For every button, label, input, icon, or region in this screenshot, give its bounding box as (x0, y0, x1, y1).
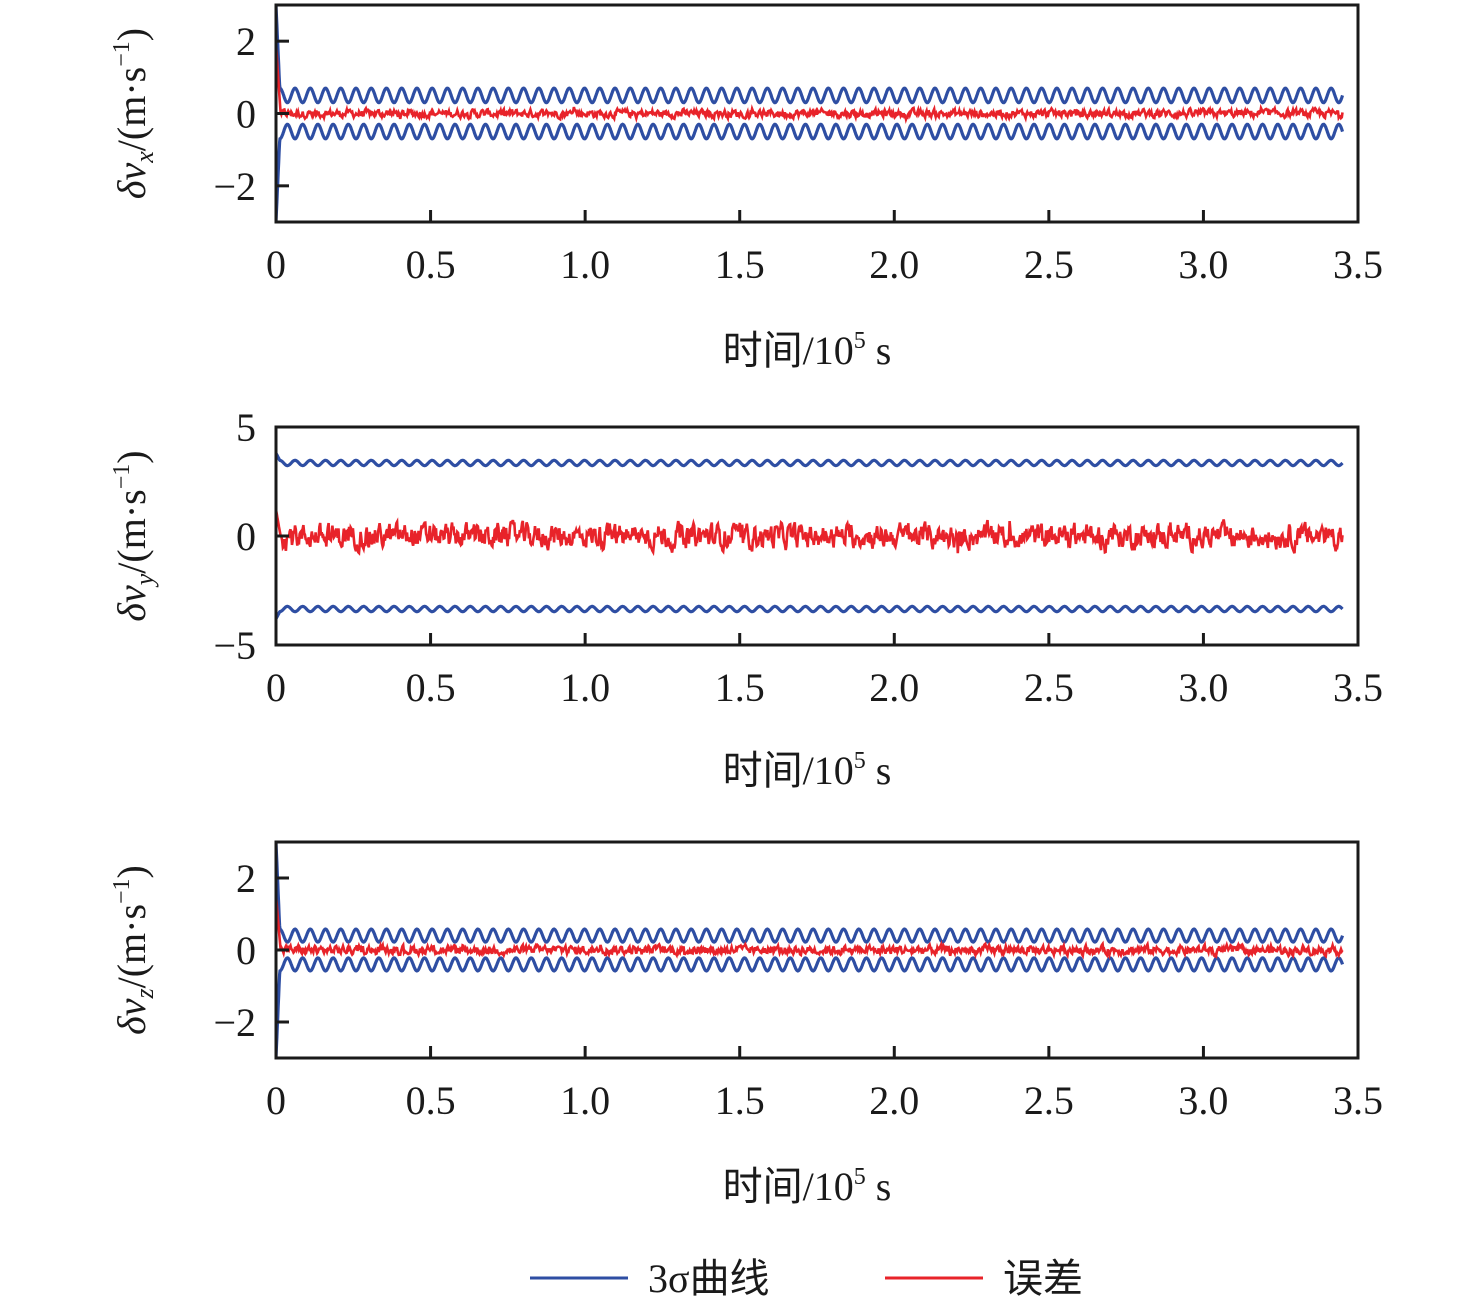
x-tick-label: 0 (266, 1078, 286, 1123)
x-tick-label: 3.5 (1333, 242, 1383, 287)
sigma-upper-line (276, 842, 1345, 944)
x-axis-label: 时间/105 s (723, 1164, 892, 1209)
x-tick-label: 2.5 (1024, 1078, 1074, 1123)
x-axis-label: 时间/105 s (723, 328, 892, 373)
y-tick-label: 0 (236, 514, 256, 559)
x-tick-label: 0.5 (406, 665, 456, 710)
series-group (276, 452, 1344, 620)
x-axis-label: 时间/105 s (723, 748, 892, 793)
x-tick-label: 1.5 (715, 1078, 765, 1123)
y-tick-label: −2 (213, 1000, 256, 1045)
sigma-upper-line (276, 5, 1345, 105)
x-tick-label: 0 (266, 242, 286, 287)
error-line (276, 44, 1344, 125)
y-tick-label: 0 (236, 92, 256, 137)
sigma-lower-line (276, 122, 1345, 222)
x-tick-label: 3.0 (1178, 665, 1228, 710)
y-tick-label: −5 (213, 623, 256, 668)
x-tick-label: 3.0 (1178, 1078, 1228, 1123)
y-axis-label: δvx/(m·s−1) (109, 28, 159, 199)
x-tick-label: 1.0 (560, 242, 610, 287)
y-tick-label: 0 (236, 928, 256, 973)
x-tick-label: 2.0 (869, 1078, 919, 1123)
sigma-lower-line (276, 956, 1345, 1058)
error-line (276, 509, 1344, 557)
sigma-upper-line (276, 452, 1344, 468)
y-tick-label: −2 (213, 164, 256, 209)
x-tick-label: 3.0 (1178, 242, 1228, 287)
x-tick-label: 2.5 (1024, 242, 1074, 287)
x-tick-label: 0.5 (406, 1078, 456, 1123)
x-tick-label: 1.0 (560, 665, 610, 710)
y-axis-label: δvy/(m·s−1) (109, 450, 159, 621)
x-tick-label: 1.5 (715, 665, 765, 710)
x-tick-label: 0 (266, 665, 286, 710)
legend: 3σ曲线 误差 (530, 1256, 1083, 1301)
y-tick-label: 2 (236, 19, 256, 64)
y-tick-label: 5 (236, 405, 256, 450)
x-tick-label: 2.0 (869, 242, 919, 287)
legend-error-label: 误差 (1003, 1256, 1083, 1301)
x-tick-label: 0.5 (406, 242, 456, 287)
series-group (276, 5, 1345, 222)
x-tick-label: 2.0 (869, 665, 919, 710)
x-tick-label: 1.0 (560, 1078, 610, 1123)
y-tick-label: 2 (236, 856, 256, 901)
x-tick-label: 1.5 (715, 242, 765, 287)
x-tick-label: 3.5 (1333, 1078, 1383, 1123)
x-tick-label: 3.5 (1333, 665, 1383, 710)
y-axis-label: δvz/(m·s−1) (109, 865, 159, 1035)
legend-sigma-label: 3σ曲线 (648, 1256, 770, 1301)
sigma-lower-line (276, 604, 1344, 620)
error-line (276, 895, 1344, 960)
series-group (276, 842, 1345, 1058)
x-tick-label: 2.5 (1024, 665, 1074, 710)
